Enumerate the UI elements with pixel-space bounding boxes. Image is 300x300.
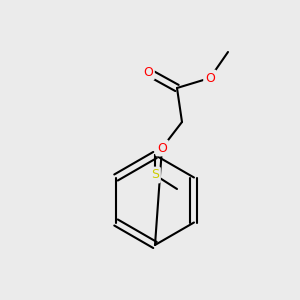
Text: S: S: [151, 169, 159, 182]
Text: O: O: [157, 142, 167, 154]
Text: O: O: [143, 65, 153, 79]
Text: O: O: [205, 71, 215, 85]
